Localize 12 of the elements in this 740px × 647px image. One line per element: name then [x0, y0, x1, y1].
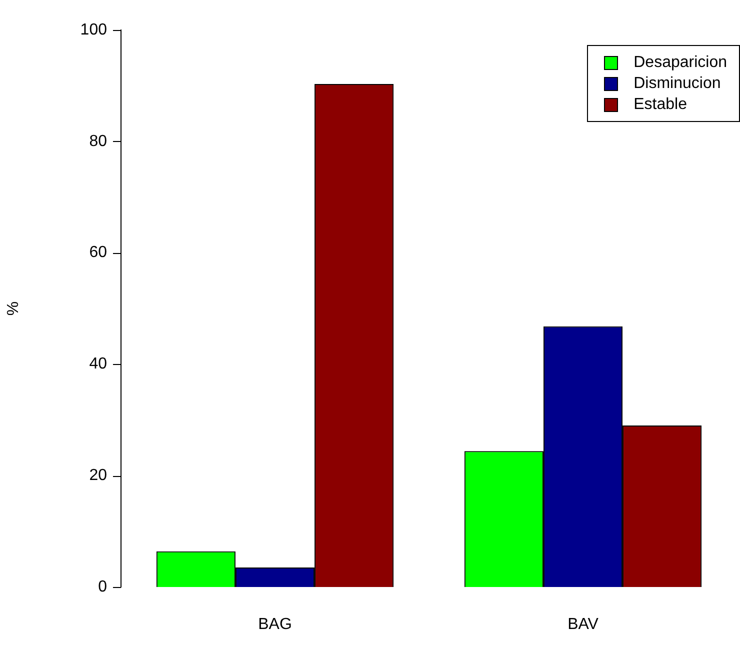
- y-tick-label: 80: [89, 132, 108, 150]
- y-tick-label: 0: [98, 578, 108, 596]
- legend-label: Estable: [634, 95, 687, 115]
- x-tick-label: BAV: [568, 616, 599, 634]
- y-tick-label: 20: [89, 467, 108, 484]
- y-axis-title: %: [5, 301, 22, 316]
- legend-label: Desaparicion: [634, 53, 727, 73]
- x-tick-label: BAG: [258, 616, 292, 634]
- legend-label: Disminucion: [634, 74, 721, 94]
- y-tick-label: 40: [89, 356, 108, 373]
- y-tick-label: 100: [80, 21, 108, 38]
- y-tick-label: 60: [89, 244, 108, 262]
